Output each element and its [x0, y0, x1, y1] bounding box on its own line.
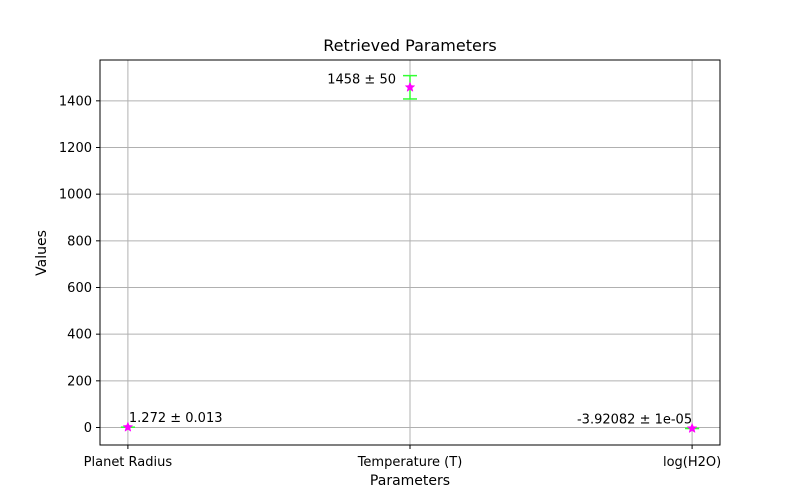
data-label: 1.272 ± 0.013: [129, 411, 223, 426]
chart-title: Retrieved Parameters: [323, 36, 497, 55]
y-tick-label: 1200: [59, 141, 92, 156]
x-axis-label: Parameters: [370, 473, 450, 489]
y-axis-label: Values: [34, 230, 50, 276]
y-tick-label: 1000: [59, 188, 92, 203]
x-tick-label: Planet Radius: [84, 455, 173, 470]
label-layer: 1.272 ± 0.013 1458 ± 50 -3.92082 ± 1e-05: [129, 72, 692, 427]
y-tick-label: 1400: [59, 94, 92, 109]
data-label: -3.92082 ± 1e-05: [577, 412, 692, 427]
data-point-star: [122, 421, 134, 432]
x-tick-label: log(H2O): [663, 455, 721, 470]
tick-layer: 0 200 400 600 800 1000 1200 1400 Planet Radius Te…: [59, 94, 721, 470]
y-tick-label: 400: [67, 328, 92, 343]
y-tick-label: 800: [67, 234, 92, 249]
data-label: 1458 ± 50: [327, 72, 396, 87]
x-tick-label: Temperature (T): [357, 455, 463, 470]
data-layer: [120, 74, 700, 434]
grid-layer: [100, 60, 720, 445]
data-point-star: [686, 422, 698, 434]
y-tick-label: 0: [84, 421, 92, 436]
y-tick-label: 200: [67, 374, 92, 389]
y-tick-label: 600: [67, 281, 92, 296]
data-point-star: [404, 81, 416, 92]
